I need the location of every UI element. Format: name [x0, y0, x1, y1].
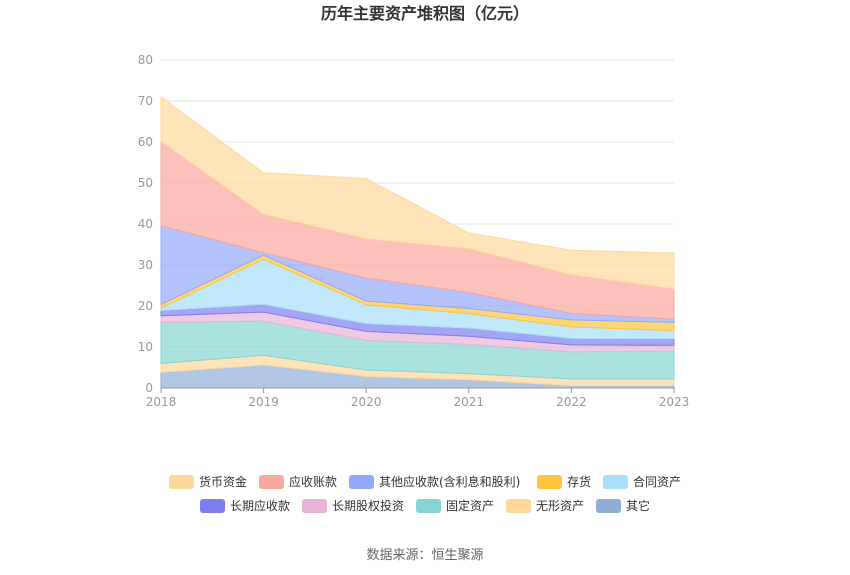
axes: 0 10 20 30 40 50 60 70 80 2018 2019 2020 2021 2022 202… — [138, 53, 690, 409]
legend-swatch — [603, 475, 628, 489]
y-tick-label: 60 — [138, 135, 153, 149]
y-tick-label: 0 — [145, 381, 153, 395]
legend-label: 合同资产 — [633, 474, 681, 489]
legend-label: 固定资产 — [446, 498, 494, 513]
legend-label: 长期股权投资 — [332, 498, 404, 513]
x-tick-label: 2021 — [454, 395, 485, 409]
y-tick-label: 40 — [138, 217, 153, 231]
data-source: 数据来源：恒生聚源 — [366, 548, 483, 563]
legend-swatch — [169, 475, 194, 489]
y-tick-label: 50 — [138, 176, 153, 190]
legend-label: 其它 — [626, 498, 650, 513]
legend-label: 无形资产 — [536, 499, 584, 513]
legend-item[interactable]: 货币资金 — [169, 474, 247, 489]
x-tick-label: 2019 — [248, 395, 279, 409]
legend-item[interactable]: 应收账款 — [259, 474, 337, 489]
legend-item[interactable]: 合同资产 — [603, 474, 681, 489]
chart-title: 历年主要资产堆积图（亿元） — [321, 4, 529, 23]
y-tick-label: 70 — [138, 94, 153, 108]
y-tick-label: 20 — [138, 299, 153, 313]
legend-swatch — [302, 499, 327, 513]
x-tick-label: 2022 — [556, 395, 587, 409]
legend-item[interactable]: 其他应收款(含利息和股利) — [349, 474, 520, 489]
y-tick-label: 80 — [138, 53, 153, 67]
area-series — [160, 95, 675, 389]
legend-swatch — [259, 475, 284, 489]
x-tick-label: 2020 — [351, 395, 382, 409]
legend-swatch — [537, 475, 562, 489]
legend-label: 存货 — [567, 474, 591, 489]
legend-item[interactable]: 固定资产 — [416, 498, 494, 513]
legend-item[interactable]: 其它 — [596, 498, 650, 513]
legend-swatch — [349, 475, 374, 489]
legend-item[interactable]: 无形资产 — [506, 499, 584, 513]
legend-swatch — [596, 499, 621, 513]
legend-item[interactable]: 长期股权投资 — [302, 498, 404, 513]
x-tick-label: 2023 — [659, 395, 690, 409]
y-tick-label: 10 — [138, 340, 153, 354]
legend-swatch — [416, 499, 441, 513]
legend-item[interactable]: 长期应收款 — [200, 498, 290, 513]
legend-swatch — [506, 499, 531, 513]
legend-label: 货币资金 — [199, 474, 247, 489]
legend-label: 应收账款 — [289, 474, 337, 489]
legend-label: 长期应收款 — [230, 498, 290, 513]
y-tick-label: 30 — [138, 258, 153, 272]
area-货币资金 — [160, 95, 675, 290]
legend-swatch — [200, 499, 225, 513]
x-tick-label: 2018 — [146, 395, 177, 409]
legend-label: 其他应收款(含利息和股利) — [379, 474, 520, 489]
legend-item[interactable]: 存货 — [537, 474, 591, 489]
